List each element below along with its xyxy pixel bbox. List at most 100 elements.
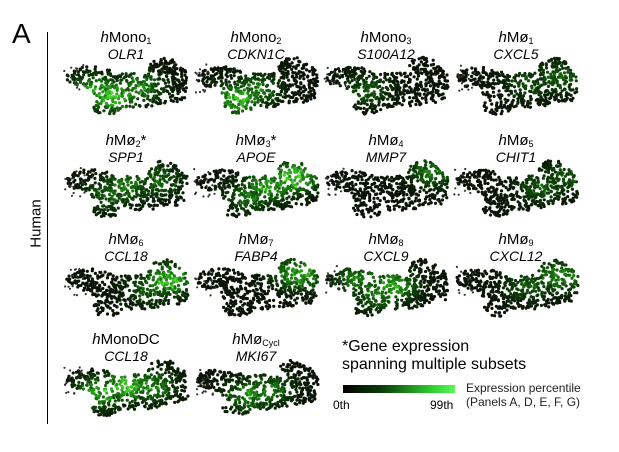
cell-point	[395, 71, 399, 75]
cell-point	[259, 103, 263, 108]
cell-point	[533, 83, 537, 87]
cell-point	[361, 110, 365, 114]
cell-point	[401, 95, 405, 99]
species-prefix: h	[230, 29, 239, 46]
cell-point	[148, 273, 152, 277]
outlier-point	[196, 176, 199, 179]
subset-name: Mono	[238, 29, 277, 46]
cell-point	[490, 108, 494, 112]
cell-point	[148, 270, 152, 274]
cell-point	[429, 69, 433, 73]
cell-point	[120, 189, 124, 193]
cell-point	[425, 191, 429, 195]
cell-point	[104, 211, 108, 216]
cell-point	[507, 93, 511, 97]
cell-point	[292, 99, 296, 104]
cell-point	[424, 89, 428, 93]
cell-point	[178, 296, 182, 300]
cell-point	[234, 175, 238, 179]
cell-point	[557, 57, 561, 61]
cell-point	[536, 176, 540, 180]
cell-point	[437, 74, 442, 79]
cell-point	[427, 71, 431, 75]
cell-point	[253, 103, 257, 107]
cell-point	[208, 77, 213, 81]
cell-point	[285, 165, 289, 169]
cell-point	[146, 176, 150, 180]
cell-point	[275, 193, 279, 197]
cell-point	[132, 297, 136, 301]
cell-point	[516, 97, 520, 101]
cell-point	[149, 182, 153, 186]
cell-point	[229, 100, 233, 104]
outlier-point	[472, 183, 475, 186]
cell-point	[145, 198, 149, 203]
cell-point	[387, 102, 391, 106]
outlier-point	[341, 178, 345, 181]
cell-point	[395, 194, 399, 198]
cell-point	[146, 94, 150, 98]
cell-point	[373, 211, 377, 215]
cell-point	[104, 299, 108, 303]
cell-point	[143, 307, 147, 311]
cell-point	[491, 86, 495, 90]
cell-point	[225, 90, 229, 95]
cell-point	[411, 201, 415, 205]
panel-subset-title: hMø5	[452, 133, 580, 152]
cell-point	[115, 88, 119, 92]
cell-point	[300, 194, 304, 198]
cell-point	[165, 286, 169, 291]
cell-point	[77, 270, 81, 274]
cell-point	[295, 197, 299, 201]
cell-point	[168, 95, 172, 99]
cell-point	[150, 298, 154, 302]
cell-point	[138, 294, 142, 298]
cell-point	[359, 210, 363, 214]
cell-point	[530, 202, 534, 206]
cell-point	[168, 187, 173, 191]
cell-point	[139, 194, 144, 198]
cell-point	[152, 292, 156, 296]
cell-point	[292, 57, 296, 61]
umap-panel: hMø3* APOE	[192, 133, 320, 223]
cell-point	[299, 70, 303, 74]
cell-point	[416, 179, 420, 183]
cell-point	[358, 181, 363, 185]
cell-point	[140, 188, 144, 192]
cell-point	[131, 86, 135, 91]
cell-point	[177, 302, 181, 306]
cell-point	[115, 300, 119, 304]
cell-point	[134, 84, 138, 88]
cell-point	[162, 287, 166, 291]
cell-point	[205, 80, 209, 84]
cell-point	[359, 76, 363, 80]
cell-point	[458, 178, 462, 182]
cell-point	[97, 187, 101, 191]
cell-point	[163, 101, 167, 105]
cell-point	[111, 174, 115, 179]
cell-point	[154, 188, 158, 192]
subset-name: Mø	[113, 132, 136, 149]
cell-point	[119, 179, 124, 183]
cell-point	[139, 89, 143, 93]
cell-point	[484, 171, 489, 175]
cell-point	[564, 94, 568, 98]
cell-point	[133, 283, 137, 287]
cell-point	[538, 187, 542, 191]
cell-point	[444, 79, 448, 83]
outlier-point	[69, 185, 72, 188]
outlier-point	[333, 80, 336, 83]
cell-point	[497, 175, 501, 179]
cell-point	[513, 89, 517, 93]
cell-point	[100, 208, 104, 212]
cell-point	[545, 191, 549, 195]
cell-point	[410, 99, 414, 103]
cell-point	[559, 72, 563, 76]
cell-point	[533, 181, 537, 185]
panel-gene-name: FABP4	[234, 248, 278, 264]
cell-point	[230, 195, 235, 199]
cell-point	[126, 183, 130, 187]
cell-point	[271, 207, 275, 211]
cell-point	[183, 291, 187, 296]
outlier-point	[456, 181, 459, 184]
